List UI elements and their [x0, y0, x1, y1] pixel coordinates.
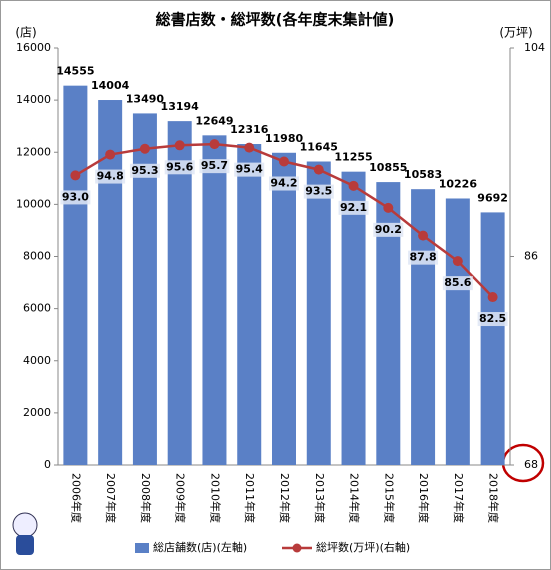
label-bg	[373, 222, 404, 237]
bar	[411, 189, 436, 466]
legend-swatch	[135, 543, 149, 553]
y-tick-label: 0	[44, 458, 51, 471]
y-tick-label: 10000	[16, 197, 51, 210]
x-tick-label: 2018年度	[487, 473, 501, 523]
legend-swatch	[292, 543, 302, 553]
line-marker	[244, 142, 255, 153]
label-bg	[199, 159, 230, 174]
y2-tick-label: 68	[524, 458, 538, 471]
line-value-label: 90.2	[375, 223, 402, 236]
bar	[167, 121, 192, 465]
line-value-label: 95.7	[201, 159, 228, 172]
bar-value-label: 10226	[439, 177, 478, 190]
y-tick-label: 14000	[16, 93, 51, 106]
line-marker	[174, 140, 185, 151]
line-value-label: 94.8	[97, 170, 124, 183]
y-tick-label: 2000	[23, 406, 51, 419]
x-tick-label: 2008年度	[139, 473, 153, 523]
x-tick-label: 2017年度	[452, 473, 466, 523]
label-bg	[95, 169, 126, 184]
label-bg	[129, 163, 160, 178]
label-bg	[477, 312, 508, 327]
y-tick-label: 4000	[23, 354, 51, 367]
x-tick-label: 2010年度	[208, 473, 222, 523]
x-tick-label: 2009年度	[174, 473, 188, 523]
line-value-label: 95.6	[166, 160, 193, 173]
line-value-label: 94.2	[270, 177, 297, 190]
line-value-label: 82.5	[479, 312, 506, 325]
line-marker	[348, 180, 359, 191]
x-tick-label: 2006年度	[69, 473, 83, 523]
y-tick-label: 8000	[23, 250, 51, 263]
x-tick-label: 2015年度	[382, 473, 396, 523]
line-marker	[209, 139, 220, 150]
line-value-label: 92.1	[340, 201, 367, 214]
x-tick-label: 2013年度	[313, 473, 327, 523]
y2-tick-label: 104	[524, 41, 545, 54]
line-marker	[452, 256, 463, 267]
line-marker	[313, 164, 324, 175]
legend-label: 総坪数(万坪)(右軸)	[316, 540, 410, 554]
y-tick-label: 6000	[23, 302, 51, 315]
y2-axis-label: (万坪)	[499, 26, 532, 40]
x-tick-label: 2007年度	[104, 473, 118, 523]
y2-tick-label: 86	[524, 250, 538, 263]
line-marker	[279, 156, 289, 167]
bar-value-label: 10583	[404, 168, 442, 181]
line-marker	[139, 143, 150, 154]
line-marker	[70, 170, 81, 181]
mascot	[12, 512, 38, 555]
bar-value-label: 13194	[161, 100, 200, 113]
y-axis-label: (店)	[15, 26, 36, 40]
line-value-label: 95.3	[131, 164, 158, 177]
x-tick-label: 2012年度	[278, 473, 292, 523]
line-value-label: 85.6	[444, 276, 471, 289]
bar-value-label: 14555	[56, 65, 94, 78]
legend-label: 総店舗数(店)(左軸)	[153, 540, 247, 554]
x-tick-label: 2016年度	[417, 473, 431, 523]
label-bg	[234, 162, 265, 177]
line-value-label: 95.4	[236, 163, 263, 176]
bar	[445, 198, 470, 466]
label-bg	[408, 250, 439, 265]
bar-value-label: 11645	[300, 141, 338, 154]
bar	[480, 212, 505, 465]
bar-value-label: 13490	[126, 92, 165, 105]
line-marker	[105, 149, 116, 160]
bar-value-label: 12316	[230, 123, 269, 136]
label-bg	[164, 160, 195, 175]
line-value-label: 87.8	[410, 251, 437, 264]
bar-value-label: 11255	[334, 151, 372, 164]
bar	[272, 152, 296, 466]
bar-value-label: 12649	[195, 114, 233, 127]
y-tick-label: 12000	[16, 145, 51, 158]
line-marker	[383, 202, 394, 213]
x-tick-label: 2011年度	[243, 473, 257, 523]
x-tick-label: 2014年度	[348, 473, 362, 523]
y-tick-label: 16000	[16, 41, 51, 54]
line-marker	[418, 230, 429, 241]
label-bg	[60, 190, 91, 205]
bar-value-label: 14004	[91, 79, 130, 92]
bar	[306, 161, 331, 465]
label-bg	[442, 276, 473, 291]
line-marker	[487, 292, 498, 303]
bar	[98, 100, 123, 465]
chart-title: 総書店数・総坪数(各年度末集計値)	[156, 11, 395, 29]
bar	[63, 85, 88, 465]
bar-value-label: 9692	[477, 191, 508, 204]
label-bg	[303, 184, 334, 199]
bar	[237, 144, 262, 465]
label-bg	[338, 200, 369, 215]
line-value-label: 93.0	[62, 190, 89, 203]
bar	[341, 171, 366, 465]
bar-value-label: 11980	[265, 132, 304, 145]
bar-value-label: 10855	[369, 161, 407, 174]
line-value-label: 93.5	[305, 185, 332, 198]
label-bg	[269, 176, 299, 191]
bar	[202, 135, 227, 465]
